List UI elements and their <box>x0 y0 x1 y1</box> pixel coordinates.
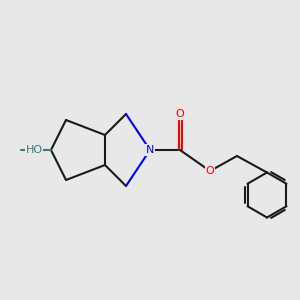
Text: HO: HO <box>26 145 43 155</box>
Text: N: N <box>146 145 154 155</box>
Text: O: O <box>206 166 214 176</box>
Text: O: O <box>176 109 184 119</box>
